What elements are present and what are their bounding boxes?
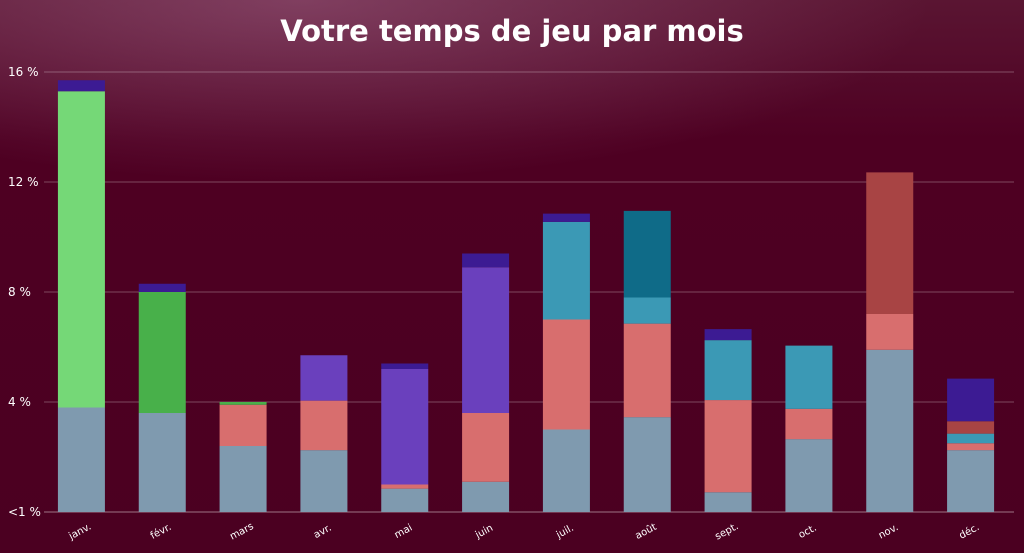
x-tick-label: avr. [312,523,333,541]
y-tick-label: 12 % [8,175,39,189]
x-tick-label: mars [228,521,255,543]
bar-stack [947,378,995,512]
bar-segment [138,413,186,512]
bar-segment [947,433,995,444]
x-tick-label: janv. [66,521,93,542]
bar-segment [300,400,348,451]
bar-segment [623,417,671,512]
y-tick-label: 4 % [8,395,31,409]
bar-segment [947,450,995,512]
bar-segment [300,355,348,401]
bar-segment [866,349,914,512]
bar-segment [542,429,590,512]
bar-stack [57,80,105,512]
bar-segment [462,481,510,512]
bar-segment [381,488,429,512]
bar-segment [947,378,995,422]
x-tick-label: août [633,521,659,542]
bar-stack [138,283,186,512]
bar-stack [542,213,590,512]
bar-segment [542,319,590,430]
x-tick-label: mai [393,523,415,541]
bar-segment [381,363,429,369]
bar-stack [300,355,348,512]
bar-stack [381,363,429,512]
x-tick-label: oct. [797,523,819,542]
bar-segment [866,172,914,314]
bar-segment [785,439,833,512]
bar-stack [623,210,671,512]
bar-segment [381,484,429,489]
bar-segment [57,407,105,512]
x-tick-label: sept. [713,521,740,542]
bar-stack [704,329,752,512]
bar-segment [623,323,671,418]
bar-segment [462,267,510,413]
bar-segment [57,91,105,408]
x-tick-label: juin [473,523,495,542]
bar-segment [866,314,914,350]
y-tick-label: 16 % [8,65,39,79]
x-tick-label: déc. [957,521,981,542]
bar-segment [462,413,510,482]
x-tick-label: nov. [877,522,901,541]
x-tick-label: juil. [554,523,576,542]
x-tick-label: févr. [148,521,173,542]
bar-stack [785,345,833,512]
bar-segment [138,283,186,292]
bar-segment [219,446,267,512]
bar-segment [57,80,105,92]
bar-segment [219,402,267,405]
bar-stack [462,253,510,512]
bar-segment [947,421,995,434]
bar-segment [704,340,752,401]
bar-segment [704,329,752,341]
bar-segment [219,404,267,446]
bar-segment [623,210,671,298]
chart-title: Votre temps de jeu par mois [280,14,744,48]
bar-segment [462,253,510,268]
bar-segment [542,221,590,320]
bar-segment [947,443,995,451]
bar-segment [785,408,833,440]
y-tick-label: 8 % [8,285,31,299]
y-tick-label: <1 % [8,505,41,519]
bar-segment [623,297,671,324]
bar-segment [704,492,752,512]
bar-segment [542,213,590,222]
bar-stack [866,172,914,512]
bar-segment [300,450,348,512]
bar-segment [785,345,833,409]
bar-segment [138,292,186,413]
bar-segment [704,400,752,493]
bar-stack [219,402,267,512]
bar-segment [381,369,429,485]
